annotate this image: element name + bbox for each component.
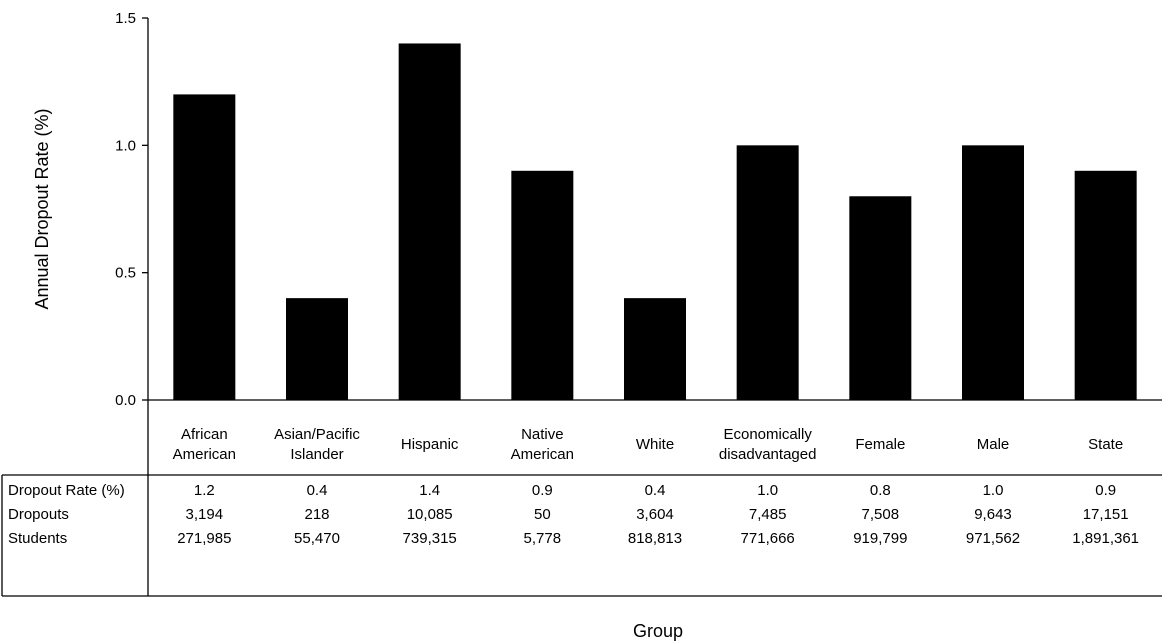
x-tick-label: African American: [173, 426, 236, 463]
table-cell: 271,985: [177, 530, 231, 547]
category-labels: African American Asian/Pacific Islander Hisp…: [173, 426, 1124, 463]
y-axis-title: Annual Dropout Rate (%): [32, 108, 52, 309]
table-cell: 1.4: [419, 482, 440, 499]
table-cell: 0.4: [307, 482, 328, 499]
x-tick-label: Asian/Pacific Islander: [274, 426, 360, 463]
bar: [962, 145, 1024, 400]
table-cell: 771,666: [741, 530, 795, 547]
y-tick-label: 0.0: [115, 392, 136, 409]
x-tick-label: Native American: [511, 426, 574, 463]
x-tick-label: Economically disadvantaged: [719, 426, 817, 463]
table-cell: 1.2: [194, 482, 215, 499]
table-cell: 55,470: [294, 530, 340, 547]
bars: [173, 43, 1137, 401]
table-cell: 0.9: [1095, 482, 1116, 499]
table-cell: 0.4: [645, 482, 666, 499]
bar: [398, 43, 461, 400]
bar: [511, 170, 574, 400]
table-cell: 3,194: [186, 506, 224, 523]
table-cell: 971,562: [966, 530, 1020, 547]
table-row-label: Dropouts: [8, 506, 69, 523]
table-cell: 0.8: [870, 482, 891, 499]
x-tick-label: Male: [977, 436, 1010, 453]
table-cell: 7,485: [749, 506, 787, 523]
bar: [624, 298, 686, 400]
bar: [736, 145, 799, 400]
table-cell: 818,813: [628, 530, 682, 547]
table-cell: 9,643: [974, 506, 1012, 523]
table-cell: 5,778: [524, 530, 562, 547]
y-tick-label: 0.5: [115, 265, 136, 282]
y-tick-label: 1.0: [115, 137, 136, 154]
bar: [1074, 170, 1137, 400]
x-axis-title: Group: [633, 621, 683, 641]
table-cell: 50: [534, 506, 551, 523]
x-tick-label: White: [636, 436, 674, 453]
bar: [849, 196, 912, 400]
table-cell: 10,085: [407, 506, 453, 523]
table-cell: 1.0: [757, 482, 778, 499]
table-row-label: Dropout Rate (%): [8, 482, 125, 499]
y-ticks: 0.0 0.5 1.0 1.5: [115, 10, 148, 409]
table-cell: 7,508: [862, 506, 900, 523]
x-tick-label: Hispanic: [401, 436, 459, 453]
y-tick-label: 1.5: [115, 10, 136, 27]
table-cell: 0.9: [532, 482, 553, 499]
table-cell: 1.0: [983, 482, 1004, 499]
table-cell: 17,151: [1083, 506, 1129, 523]
table-cell: 1,891,361: [1072, 530, 1139, 547]
bar: [173, 94, 236, 401]
table-cell: 3,604: [636, 506, 674, 523]
x-tick-label: State: [1088, 436, 1123, 453]
table-row-label: Students: [8, 530, 67, 547]
data-table: Dropout Rate (%) 1.2 0.4 1.4 0.9 0.4 1.0 0.8 1.0…: [8, 482, 1139, 547]
x-tick-label: Female: [855, 436, 905, 453]
table-cell: 218: [304, 506, 329, 523]
table-cell: 919,799: [853, 530, 907, 547]
table-cell: 739,315: [403, 530, 457, 547]
bar: [286, 298, 348, 400]
